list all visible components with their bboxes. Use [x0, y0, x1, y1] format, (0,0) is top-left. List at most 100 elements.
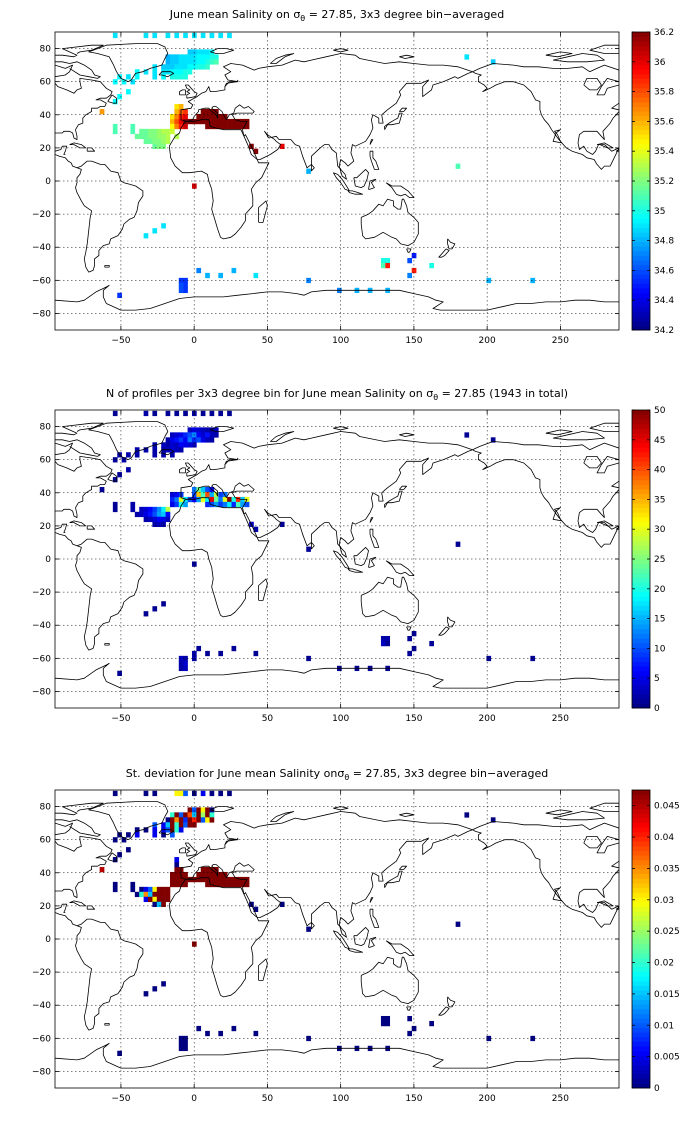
coastline [398, 107, 407, 112]
bin-cell [99, 108, 105, 115]
bin-cell [205, 866, 210, 873]
colorbar-tick-label: 0.03 [654, 896, 674, 906]
colorbar-segment [632, 479, 650, 485]
bin-cell [191, 650, 197, 657]
colorbar-segment [632, 92, 650, 98]
bin-cell [253, 650, 259, 657]
bin-cell [490, 437, 496, 443]
bin-cell [165, 64, 171, 70]
bin-cell [222, 876, 228, 883]
colorbar-segment [632, 873, 650, 879]
bin-cell [183, 277, 188, 284]
colorbar-segment [632, 614, 650, 620]
colorbar-segment [632, 1027, 650, 1033]
bin-cell [279, 521, 285, 528]
colorbar-segment [632, 41, 650, 47]
colorbar-tick-label: 36 [654, 58, 666, 68]
bin-cell [407, 272, 413, 279]
bin-cell [174, 881, 180, 888]
coastline [168, 497, 270, 618]
colorbar-segment [632, 661, 650, 667]
colorbar-tick-label: 34.6 [654, 266, 674, 276]
bin-cell [165, 891, 171, 898]
bin-cell [134, 447, 140, 453]
bin-cell [161, 511, 166, 518]
colorbar-segment [632, 901, 650, 907]
coastline [69, 142, 87, 149]
bin-cell [279, 901, 285, 908]
bin-cell [196, 817, 202, 823]
bin-cell [143, 32, 149, 39]
bin-cell [183, 282, 188, 289]
coastline [589, 422, 619, 432]
coastline [258, 958, 268, 981]
bin-cell [156, 521, 162, 528]
y-tick-label: 60 [40, 456, 52, 466]
bin-cell [161, 138, 166, 145]
bin-cell [170, 74, 175, 80]
colorbar-tick-label: 30 [654, 525, 666, 535]
bin-cell [244, 501, 250, 508]
colorbar-segment [632, 582, 650, 588]
x-tick-label: 200 [479, 714, 496, 724]
bin-cell [170, 832, 175, 838]
bin-cell [205, 486, 210, 493]
bin-cell [143, 133, 149, 140]
coastline [369, 528, 380, 548]
bin-cell [161, 601, 166, 607]
bin-cell [429, 262, 434, 269]
coastline [583, 456, 602, 469]
colorbar-segment [632, 535, 650, 541]
map-panel-2: N of profiles per 3x3 degree bin for Jun… [32, 387, 666, 724]
bin-cell [205, 876, 210, 883]
bin-cell [174, 123, 180, 130]
colorbar-segment [632, 83, 650, 89]
colorbar-segment [632, 934, 650, 940]
x-tick-label: 100 [332, 336, 349, 346]
bin-cell [200, 59, 206, 65]
coastline [577, 869, 619, 913]
colorbar-segment [632, 952, 650, 959]
coastline [333, 806, 349, 811]
coastline [611, 102, 619, 111]
colorbar-segment [632, 1013, 650, 1019]
bin-cell [218, 113, 224, 120]
colorbar-segment [632, 410, 650, 416]
colorbar-segment [632, 703, 650, 709]
colorbar-segment [632, 633, 650, 639]
colorbar-segment [632, 283, 650, 289]
coastline [270, 431, 295, 442]
coastline [472, 821, 619, 854]
coastline [360, 576, 419, 624]
colorbar-segment [632, 264, 650, 270]
colorbar-segment [632, 465, 650, 471]
colorbar-segment [632, 526, 650, 532]
bin-cell [235, 501, 241, 508]
bin-cell [385, 1020, 391, 1027]
colorbar-segment [632, 414, 650, 420]
coastline [577, 111, 619, 155]
bin-cell [187, 427, 193, 433]
bin-cell [205, 108, 210, 115]
bin-cell [200, 32, 206, 39]
bin-cell [227, 501, 232, 508]
bin-cell [134, 827, 140, 833]
colorbar-segment [632, 433, 650, 439]
bin-cell [200, 876, 206, 883]
bin-cell [209, 432, 215, 438]
colorbar-segment [632, 887, 650, 893]
bin-cell [130, 506, 136, 513]
y-tick-label: −60 [32, 276, 51, 286]
colorbar-segment [632, 897, 650, 903]
bin-cell [152, 521, 158, 528]
coastline [158, 449, 175, 456]
y-tick-label: −60 [32, 1034, 51, 1044]
title-text-suffix: = 27.85, 3x3 degree bin−averaged [349, 767, 548, 780]
coastline [311, 164, 315, 172]
coastline [589, 44, 619, 54]
colorbar-segment [632, 498, 650, 504]
coastline [545, 51, 573, 58]
colorbar-segment [632, 125, 650, 131]
colorbar-segment [632, 638, 650, 644]
y-tick-label: 80 [40, 423, 52, 433]
